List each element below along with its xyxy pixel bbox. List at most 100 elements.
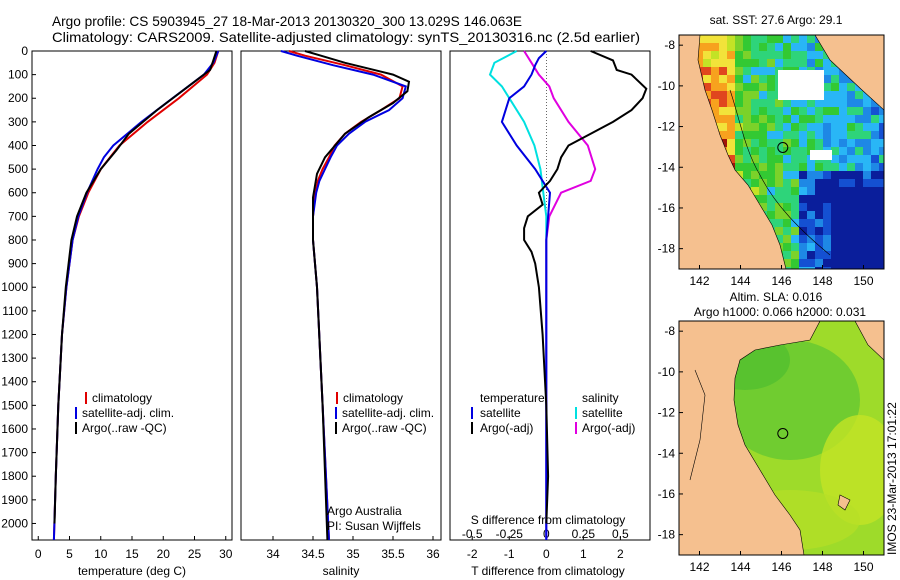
sst-cell (767, 59, 775, 67)
sst-cell (807, 235, 815, 243)
sst-cell (791, 99, 799, 107)
sst-cell (871, 131, 879, 139)
sst-cell (879, 243, 884, 251)
sst-cell (759, 187, 767, 195)
sst-cell (775, 171, 783, 179)
sst-cell (783, 59, 791, 67)
sst-cell (847, 139, 855, 147)
sst-cell (799, 195, 807, 203)
sst-cell (839, 243, 847, 251)
sst-cell (847, 115, 855, 123)
sst-cell (751, 163, 759, 171)
sst-cell (815, 211, 823, 219)
lon-tick-label: 144 (730, 560, 750, 574)
sst-cell (879, 267, 884, 269)
sst-cell (791, 267, 799, 269)
sst-cell (871, 219, 879, 227)
sst-cell (815, 203, 823, 211)
sst-cell (807, 131, 815, 139)
sst-cell (775, 179, 783, 187)
t-difference-axis: -2 -1 0 1 2 (467, 536, 624, 561)
x-tick-label: 10 (94, 547, 108, 561)
sst-cell (847, 155, 855, 163)
sst-cell (815, 51, 823, 59)
sst-cell (807, 203, 815, 211)
sst-cell (863, 107, 871, 115)
sst-cell (759, 99, 767, 107)
sst-cell (703, 43, 711, 51)
lon-tick-label: 150 (853, 274, 873, 288)
sst-cell (767, 51, 775, 59)
sst-cell (759, 59, 767, 67)
sst-cell (807, 43, 815, 51)
sst-cell (823, 75, 831, 83)
sst-cell (735, 51, 743, 59)
lat-tick-label: -8 (664, 324, 675, 338)
sst-cell (807, 163, 815, 171)
sst-cell (863, 243, 871, 251)
sst-cell (871, 179, 879, 187)
depth-tick-label: 1800 (1, 469, 28, 483)
sst-cell (743, 147, 751, 155)
sst-cell (863, 235, 871, 243)
sst-cell (871, 115, 879, 123)
sst-cell (775, 187, 783, 195)
sst-cell (703, 35, 711, 43)
sst-cell (855, 259, 863, 267)
sst-cell (799, 123, 807, 131)
sst-cell (783, 99, 791, 107)
sst-cell (759, 75, 767, 83)
sst-cell (847, 83, 855, 91)
sst-cell (719, 35, 727, 43)
sst-cell (855, 155, 863, 163)
sst-cell (759, 139, 767, 147)
sst-cell (807, 227, 815, 235)
sst-cell (735, 67, 743, 75)
t-argo-line (523, 50, 648, 524)
salinity-legend: climatology satellite-adj. clim. Argo(..… (335, 391, 434, 435)
sst-cell (743, 43, 751, 51)
sst-cell (799, 115, 807, 123)
sst-cell (823, 243, 831, 251)
sst-cell (735, 163, 743, 171)
sst-cell (831, 139, 839, 147)
sst-cell (775, 35, 783, 43)
sst-cell (839, 227, 847, 235)
sst-cell (743, 171, 751, 179)
t-satellite-line (500, 50, 552, 540)
salinity-lines (280, 50, 411, 541)
sst-cell (823, 83, 831, 91)
sst-cell (815, 235, 823, 243)
sst-cell (799, 163, 807, 171)
header-line-1: Argo profile: CS 5903945_27 18-Mar-2013 … (52, 13, 522, 29)
imos-credit: IMOS 23-Mar-2013 17:01:22 (885, 402, 899, 555)
sst-cell (735, 107, 743, 115)
sst-cell (823, 59, 831, 67)
sst-cell (783, 123, 791, 131)
sst-cell (727, 43, 735, 51)
sst-cell (767, 43, 775, 51)
legend-temperature-title: temperature (480, 391, 545, 405)
sst-cell (839, 107, 847, 115)
sst-cell (775, 163, 783, 171)
sst-cell (839, 91, 847, 99)
sst-cell (711, 83, 719, 91)
sla-map-subtitle: Argo h1000: 0.066 h2000: 0.031 (694, 305, 866, 319)
sst-cell (799, 51, 807, 59)
sst-cell (863, 139, 871, 147)
sst-cell (831, 195, 839, 203)
sst-cell (815, 59, 823, 67)
sst-cell (807, 195, 815, 203)
sst-cell (783, 227, 791, 235)
sst-cell (855, 115, 863, 123)
x-tick-label: 35 (346, 547, 360, 561)
depth-tick-label: 300 (8, 115, 28, 129)
sst-cell (791, 139, 799, 147)
sst-cell (831, 203, 839, 211)
salinity-xlabel: salinity (323, 564, 360, 578)
sst-cell (791, 59, 799, 67)
sst-cell (839, 123, 847, 131)
sst-cell (759, 43, 767, 51)
sst-cell (759, 163, 767, 171)
difference-legend-temperature: temperature satellite Argo(-adj) (471, 391, 545, 435)
